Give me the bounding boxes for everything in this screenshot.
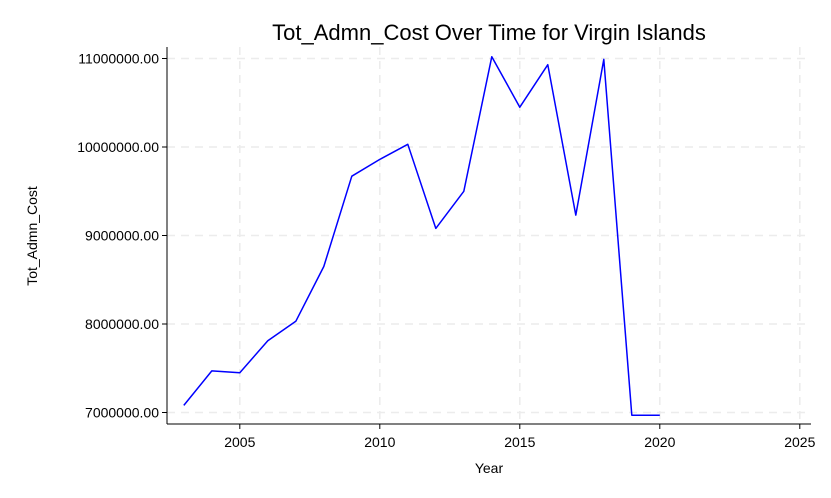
x-tick-label: 2010 bbox=[364, 434, 395, 450]
x-axis-label: Year bbox=[475, 460, 504, 476]
series-line bbox=[183, 55, 660, 416]
y-tick-label: 11000000.00 bbox=[78, 51, 159, 67]
x-tick-label: 2015 bbox=[504, 434, 535, 450]
series-layer bbox=[183, 55, 660, 416]
y-tick-label: 9000000.00 bbox=[85, 228, 159, 244]
grid-lines bbox=[167, 47, 811, 424]
y-tick-label: 10000000.00 bbox=[77, 139, 159, 155]
y-axis-label: Tot_Admn_Cost bbox=[24, 186, 40, 286]
ticks: 2005 2010 2015 2020 2025 7000000.00 8000000.00… bbox=[77, 51, 815, 450]
x-tick-label: 2020 bbox=[644, 434, 675, 450]
x-tick-label: 2005 bbox=[224, 434, 255, 450]
chart-title: Tot_Admn_Cost Over Time for Virgin Islan… bbox=[272, 20, 706, 45]
y-tick-label: 7000000.00 bbox=[85, 404, 159, 420]
x-tick-label: 2025 bbox=[784, 434, 815, 450]
y-tick-label: 8000000.00 bbox=[85, 316, 159, 332]
